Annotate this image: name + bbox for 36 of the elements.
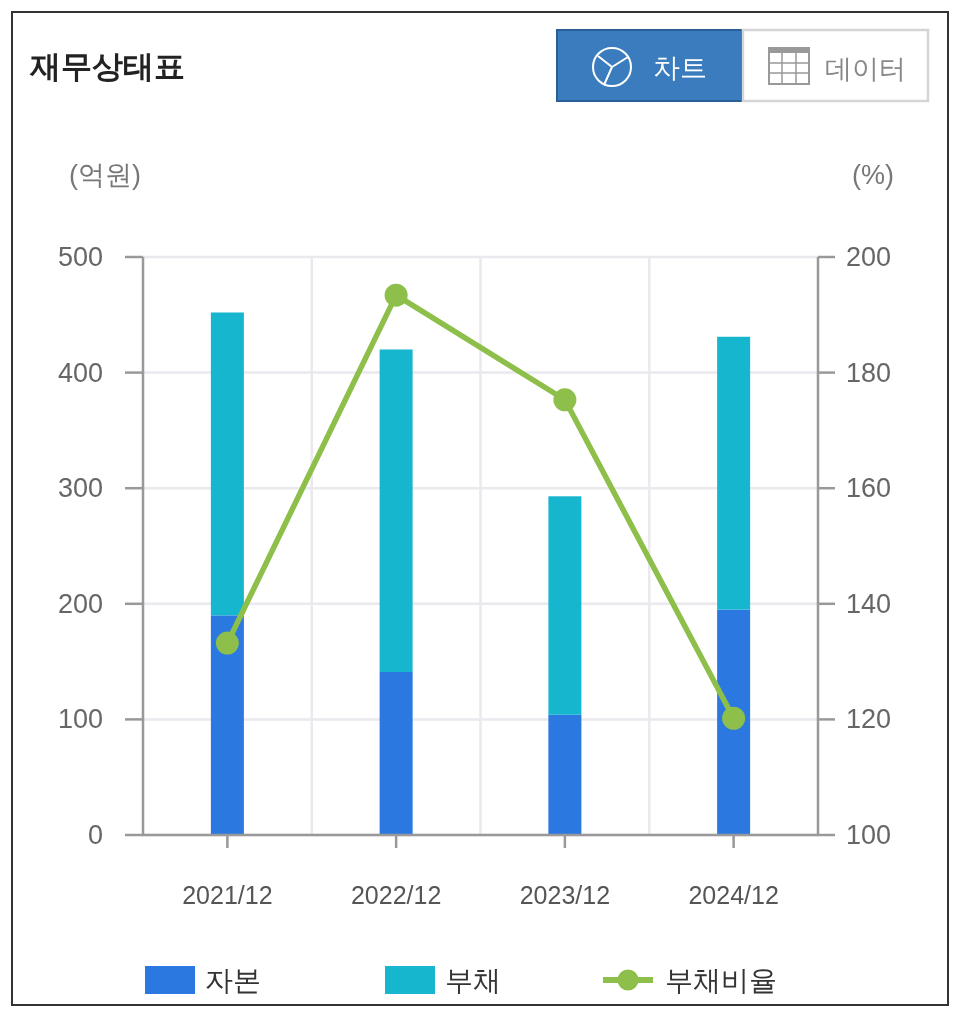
y-tick-label: 400 [57, 357, 103, 388]
y2-axis-title: (%) [852, 160, 894, 190]
y-axis-title: (억원) [69, 160, 141, 190]
legend-label: 부채 [445, 964, 501, 996]
y2-tick-label: 100 [846, 820, 892, 850]
y2-tick-label: 160 [846, 473, 892, 504]
button-data: 데이터 [741, 28, 930, 103]
legend-label: 부채비율 [665, 964, 777, 996]
bar [717, 336, 751, 610]
bar [210, 312, 244, 616]
x-tick-label: 2021/12 [182, 881, 273, 909]
point [553, 388, 577, 412]
y-tick-label: 0 [87, 820, 103, 850]
bar [548, 714, 582, 835]
point [722, 706, 746, 730]
y-tick-label: 200 [57, 588, 103, 619]
y2-tick-label: 120 [846, 704, 892, 735]
bar [548, 496, 582, 715]
y-tick-label: 100 [57, 704, 103, 735]
bar [379, 349, 413, 672]
y2-tick-label: 180 [846, 357, 892, 388]
y-tick-label: 300 [57, 473, 103, 504]
chart-title: 재무상태표 [29, 49, 185, 84]
button-chart: 차트 [556, 29, 743, 102]
x-tick-label: 2022/12 [350, 881, 442, 909]
bar [210, 615, 244, 835]
point [384, 283, 408, 307]
point [215, 631, 239, 655]
y-tick-label: 500 [57, 242, 103, 272]
y2-tick-label: 200 [846, 242, 892, 272]
x-tick-label: 2024/12 [688, 881, 779, 909]
y2-tick-label: 140 [846, 588, 892, 619]
x-tick-label: 2023/12 [519, 881, 611, 909]
bar [379, 672, 413, 835]
bar [717, 609, 751, 835]
legend-label: 자본 [205, 964, 261, 996]
